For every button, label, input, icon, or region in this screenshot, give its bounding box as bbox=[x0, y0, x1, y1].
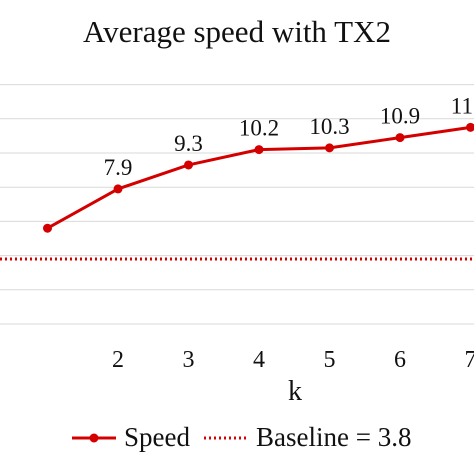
speed-point bbox=[395, 133, 405, 143]
data-label: 7.9 bbox=[104, 155, 133, 180]
legend-swatch-speed bbox=[72, 433, 116, 442]
legend-swatch-baseline bbox=[204, 436, 248, 439]
speed-point bbox=[113, 184, 123, 194]
data-label: 10.3 bbox=[309, 114, 349, 139]
x-axis-label: k bbox=[288, 376, 302, 407]
data-labels: 7.99.310.210.310.911.511.5 bbox=[104, 93, 474, 180]
data-label: 11.5 bbox=[451, 93, 474, 118]
x-tick-label: 3 bbox=[183, 347, 195, 373]
x-tick-label: 2 bbox=[112, 347, 124, 373]
x-tick-labels: 2345678 bbox=[112, 347, 474, 373]
legend-label-speed: Speed bbox=[124, 422, 190, 452]
speed-series bbox=[43, 122, 474, 233]
data-label: 9.3 bbox=[174, 131, 203, 156]
x-tick-label: 4 bbox=[253, 347, 265, 373]
x-tick-label: 6 bbox=[394, 347, 406, 373]
speed-point bbox=[184, 160, 193, 170]
speed-point bbox=[325, 143, 334, 153]
speed-point bbox=[254, 145, 264, 155]
speed-point bbox=[43, 223, 52, 233]
x-tick-label: 7 bbox=[465, 347, 474, 373]
legend-label-baseline: Baseline = 3.8 bbox=[256, 422, 412, 452]
legend: Speed Baseline = 3.8 bbox=[0, 422, 474, 462]
data-label: 10.9 bbox=[380, 104, 420, 129]
x-tick-label: 5 bbox=[324, 347, 336, 373]
speed-point bbox=[466, 122, 474, 132]
chart-title: Average speed with TX2 bbox=[83, 14, 391, 49]
legend-item-baseline: Baseline = 3.8 bbox=[202, 422, 411, 453]
data-label: 10.2 bbox=[239, 116, 279, 141]
legend-item-speed: Speed bbox=[70, 422, 190, 453]
speed-line bbox=[46, 125, 474, 230]
